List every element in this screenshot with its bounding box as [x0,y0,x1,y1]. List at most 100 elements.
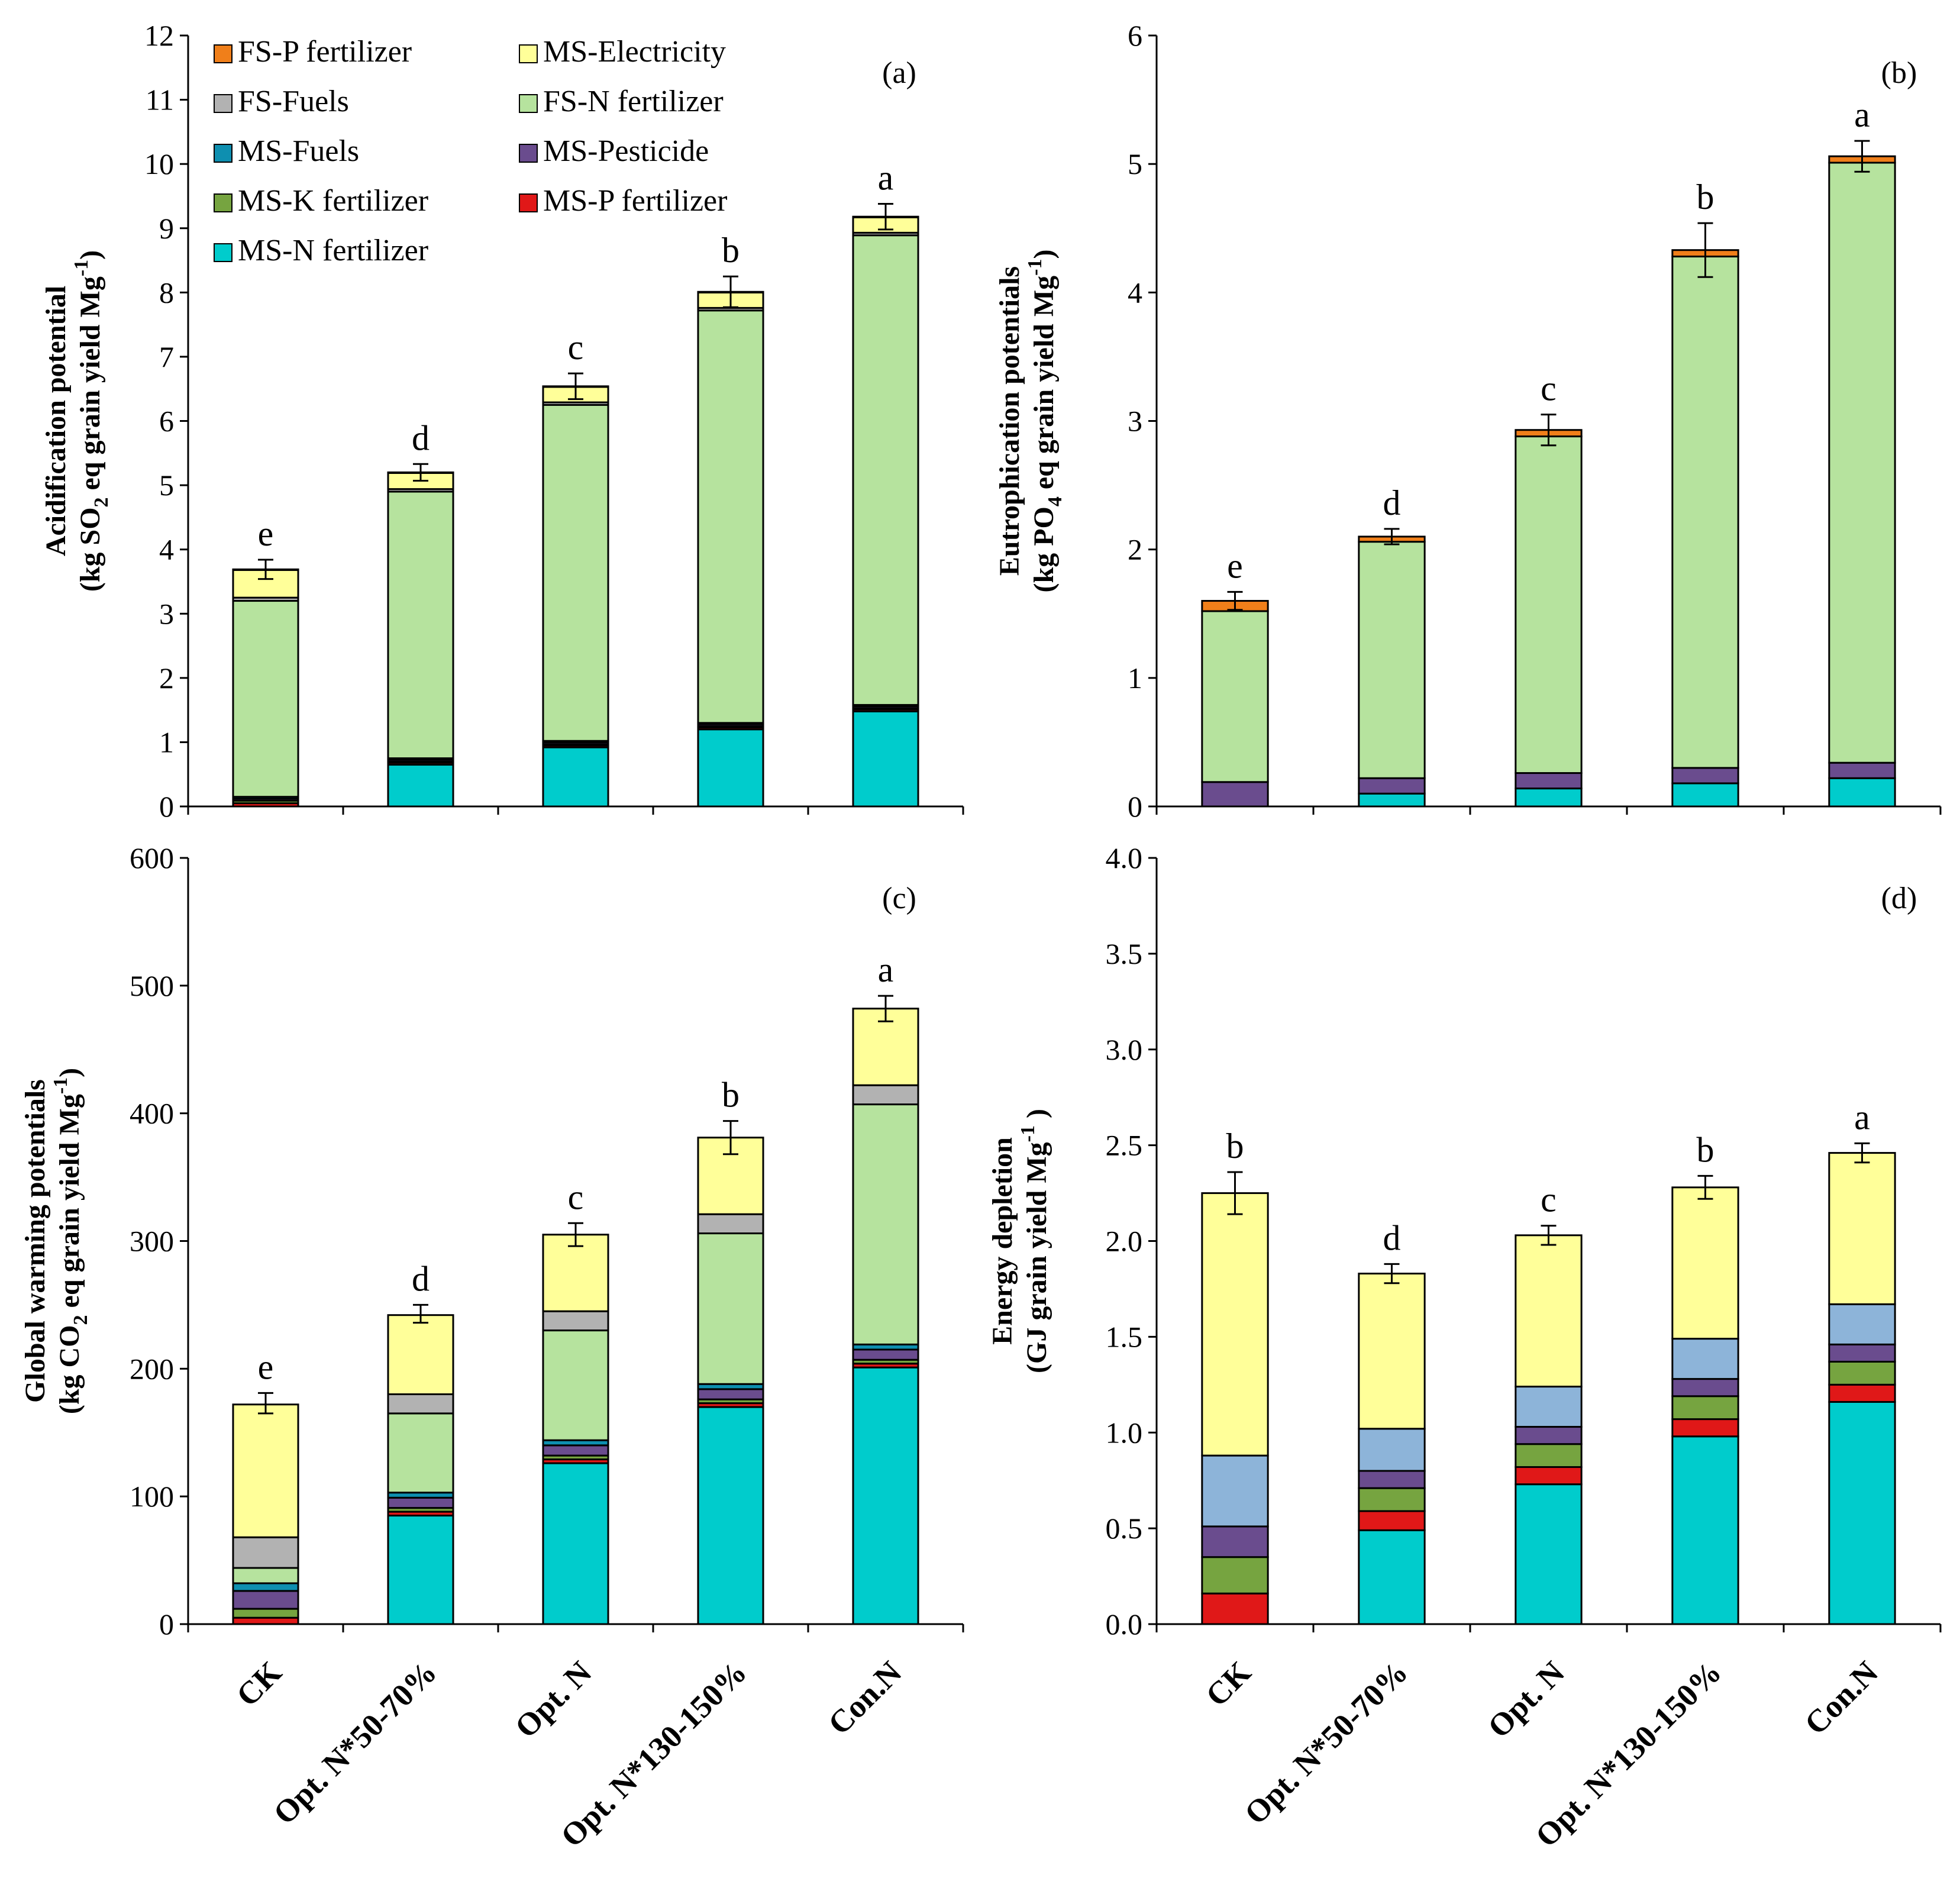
bar-segment-ms-pesticide-opt-n-50-70 [387,1496,454,1509]
significance-letter-opt-n-130-150: b [722,231,740,270]
legend-swatch-fs-n-fertilizer [519,94,538,113]
y-tick-label: 1 [159,725,174,759]
bar-segment-ms-n-fertilizer-opt-n-130-150 [697,728,764,808]
bar-segment-ms-n-fertilizer-con-n [852,710,919,808]
bar-segment-ms-n-fertilizer-opt-n-50-70 [387,763,454,808]
category-label-con-n: Con.N [821,1654,908,1741]
legend-label-fs-p-fertilizer: FS-P fertilizer [238,35,412,69]
bar-segment-ms-k-fertilizer-opt-n [1515,1443,1583,1469]
significance-letter-ck: e [258,1347,274,1386]
bar-segment-ms-pesticide-opt-n-50-70 [1358,1470,1426,1489]
significance-letter-con-n: a [1854,95,1870,134]
bar-segment-fs-fuels-con-n [852,1084,919,1106]
significance-letter-con-n: a [878,950,894,989]
y-tick-label: 6 [159,405,174,438]
bar-segment-ms-n-fertilizer-opt-n [542,1462,609,1625]
bar-segment-ms-pesticide-opt-n [1515,772,1583,790]
y-title-part: -1 [1024,259,1046,276]
bar-segment-ms-fuels-ck [232,1582,299,1592]
bar-segment-fs-n-fertilizer-opt-n [542,1329,609,1441]
significance-letter-ck: e [1227,546,1243,585]
bar-segment-energy-other-ck [1201,1454,1269,1528]
y-tick-label: 6 [1128,19,1142,52]
y-tick-label: 500 [130,969,174,1002]
significance-letter-con-n: a [878,158,894,197]
bar-segment-ms-n-fertilizer-con-n [1828,1400,1896,1625]
significance-letter-opt-n: c [568,1177,584,1216]
bar-segment-ms-p-fertilizer-con-n [1828,1383,1896,1403]
legend-label-ms-n-fertilizer: MS-N fertilizer [238,234,428,267]
bar-segment-ms-electricity-opt-n-130-150 [1671,1186,1739,1340]
bar-segment-fs-fuels-opt-n-50-70 [387,1393,454,1415]
legend-swatch-ms-pesticide [519,144,538,163]
y-tick-label: 3.0 [1106,1033,1143,1066]
bar-segment-ms-n-fertilizer-con-n [1828,777,1896,808]
bar-segment-ms-n-fertilizer-opt-n-50-70 [387,1515,454,1625]
y-axis-title-line1: Acidification potential [40,286,72,556]
bar-segment-ms-k-fertilizer-ck [232,1608,299,1619]
bar-segment-ms-electricity-opt-n-50-70 [387,1314,454,1396]
panel-tag: (b) [1881,56,1917,90]
legend-swatch-ms-p-fertilizer [519,193,538,212]
panel-tag: (a) [882,56,916,90]
y-tick-label: 0 [1128,790,1142,823]
y-axis-title-line2: (kg PO4 eq grain yield Mg-1) [1024,250,1066,593]
bar-segment-fs-n-fertilizer-ck [232,600,299,798]
panel-tag: (c) [882,882,916,915]
bar-segment-ms-p-fertilizer-ck [1201,1592,1269,1625]
y-title-part: (GJ grain yield Mg [1021,1142,1052,1373]
bar-segment-ms-pesticide-opt-n-130-150 [697,1388,764,1400]
significance-letter-opt-n: c [1541,369,1557,408]
legend-label-ms-fuels: MS-Fuels [238,134,359,168]
bar-segment-ms-k-fertilizer-con-n [1828,1360,1896,1386]
bar-segment-ms-n-fertilizer-opt-n [542,746,609,808]
bar-segment-fs-n-fertilizer-opt-n-130-150 [697,1232,764,1385]
category-label-ck: CK [1199,1654,1258,1713]
y-axis-title: Global warming potentials (kg CO2 eq grai… [20,1068,92,1414]
bar-segment-ms-pesticide-ck [1201,781,1269,808]
y-tick-label: 8 [159,276,174,309]
y-tick-label: 100 [130,1480,174,1513]
legend-label-ms-pesticide: MS-Pesticide [543,134,709,168]
y-title-part: (kg CO [54,1325,85,1414]
bar-segment-ms-p-fertilizer-ck [232,1616,299,1625]
significance-letter-opt-n-50-70: d [1383,483,1401,522]
y-title-part: 2 [70,1315,92,1325]
bar-segment-ms-p-fertilizer-opt-n [1515,1466,1583,1486]
y-title-part: -1 [70,260,92,276]
bar-segment-ms-electricity-ck [232,1403,299,1538]
bar-segment-ms-pesticide-opt-n [1515,1426,1583,1445]
y-axis-title: Energy depletion (GJ grain yield Mg-1 ) [987,1109,1052,1373]
bar-segment-fs-n-fertilizer-ck [232,1567,299,1584]
y-tick-label: 1.5 [1106,1320,1143,1353]
bar-segment-ms-pesticide-opt-n [542,1444,609,1457]
y-tick-label: 5 [1128,147,1142,180]
bar-segment-fs-fuels-ck [232,1536,299,1569]
y-tick-label: 2.0 [1106,1225,1143,1258]
legend-label-ms-k-fertilizer: MS-K fertilizer [238,184,428,218]
bar-segment-ms-pesticide-con-n [852,1348,919,1361]
y-title-part: eq grain yield Mg [54,1094,85,1315]
y-title-part: (kg SO [75,507,106,592]
y-tick-label: 2 [1128,533,1142,566]
legend-label-fs-fuels: FS-Fuels [238,85,349,118]
legend-label-ms-p-fertilizer: MS-P fertilizer [543,184,727,218]
bar-segment-ms-electricity-opt-n-50-70 [1358,1273,1426,1430]
category-label-opt-n: Opt. N [508,1654,599,1745]
bar-segment-energy-other-con-n [1828,1303,1896,1345]
legend-label-ms-electricity: MS-Electricity [543,35,726,69]
bar-segment-fs-n-fertilizer-opt-n-50-70 [1358,541,1426,779]
panel-b-eutrophication: 0 1 2 3 4 5 6 e d c b a (b) Eutrophication potentials… [994,19,1942,823]
bar-segment-ms-p-fertilizer-opt-n-130-150 [1671,1418,1739,1438]
y-axis-title-line1: Energy depletion [987,1137,1018,1345]
y-axis-title-line1: Eutrophication potentials [994,266,1025,576]
y-tick-label: 2.5 [1106,1129,1143,1162]
bar-segment-fs-fuels-opt-n-130-150 [697,1213,764,1235]
bar-segment-ms-k-fertilizer-ck [1201,1556,1269,1595]
y-tick-label: 4.0 [1106,841,1143,874]
y-title-part: -1 [1017,1125,1039,1142]
y-title-part: ) [75,250,106,260]
y-tick-label: 5 [159,469,174,502]
